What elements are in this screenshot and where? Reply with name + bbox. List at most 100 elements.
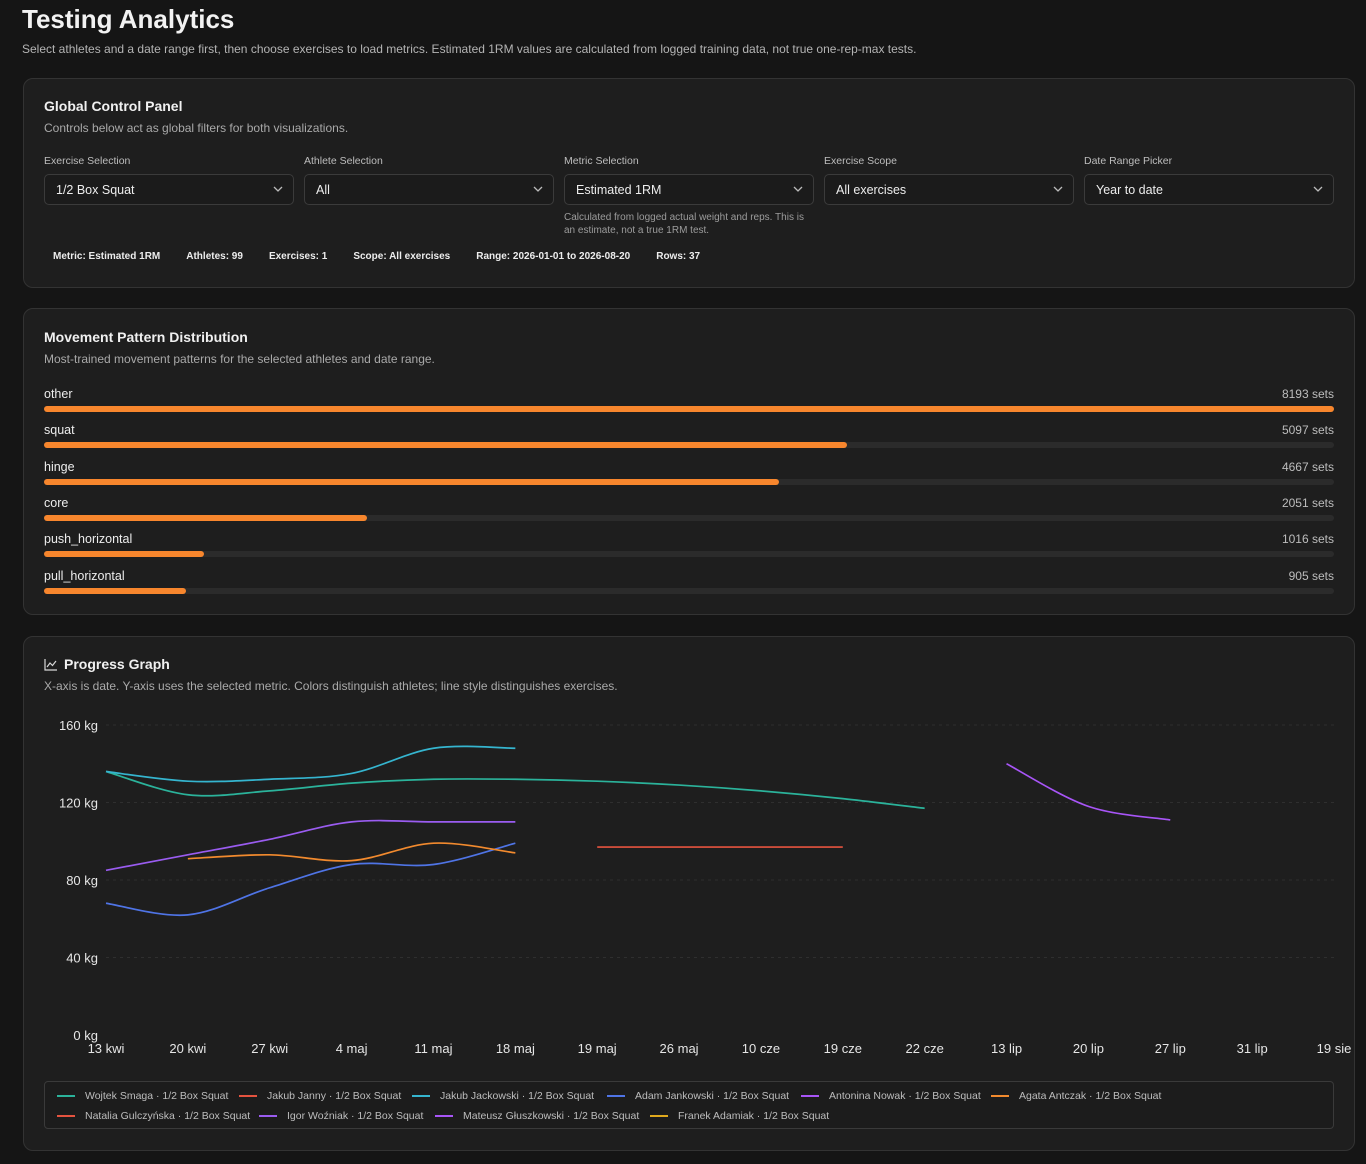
legend-label: Antonina Nowak · 1/2 Box Squat bbox=[829, 1090, 981, 1102]
legend-item[interactable]: Adam Jankowski · 1/2 Box Squat bbox=[607, 1090, 789, 1102]
legend-item[interactable]: Franek Adamiak · 1/2 Box Squat bbox=[650, 1110, 829, 1122]
stat-athletes: Athletes: 99 bbox=[186, 251, 243, 262]
legend-swatch bbox=[801, 1095, 819, 1097]
pattern-count: 4667 sets bbox=[1281, 460, 1334, 474]
metric-note: Calculated from logged actual weight and… bbox=[564, 212, 804, 236]
legend-item[interactable]: Antonina Nowak · 1/2 Box Squat bbox=[801, 1090, 981, 1102]
series-line-3 bbox=[105, 842, 516, 917]
y-tick-label: 120 kg bbox=[59, 796, 98, 811]
exercise-scope-control: Exercise Scope All exercises bbox=[824, 155, 1074, 205]
y-tick-label: 40 kg bbox=[66, 951, 98, 966]
pattern-fill bbox=[44, 479, 779, 485]
chart-legend: Wojtek Smaga · 1/2 Box Squat Jakub Janny … bbox=[44, 1081, 1334, 1129]
stat-exercises: Exercises: 1 bbox=[268, 251, 328, 262]
pattern-track bbox=[44, 515, 1334, 521]
pattern-count: 8193 sets bbox=[1281, 387, 1334, 401]
exercise-scope-label: Exercise Scope bbox=[824, 155, 897, 167]
legend-item[interactable]: Jakub Janny · 1/2 Box Squat bbox=[239, 1090, 401, 1102]
pattern-name: other bbox=[44, 387, 73, 401]
metric-selection-control: Metric Selection Estimated 1RM Calculate… bbox=[564, 155, 814, 237]
stat-rows: Rows: 37 bbox=[656, 251, 701, 262]
progress-description: X-axis is date. Y-axis uses the selected… bbox=[44, 679, 618, 693]
series-line-5 bbox=[187, 842, 516, 862]
legend-label: Adam Jankowski · 1/2 Box Squat bbox=[635, 1090, 790, 1102]
pattern-track bbox=[44, 588, 1334, 594]
pattern-row-core: core 2051 sets bbox=[44, 496, 1334, 526]
legend-swatch bbox=[239, 1095, 257, 1097]
date-range-select[interactable]: Year to date bbox=[1084, 174, 1334, 205]
exercise-select[interactable]: 1/2 Box Squat bbox=[44, 174, 294, 205]
pattern-fill bbox=[44, 406, 1334, 412]
page-subtitle: Select athletes and a date range first, … bbox=[22, 42, 917, 56]
x-tick-label: 11 maj bbox=[414, 1041, 452, 1056]
pattern-fill bbox=[44, 442, 847, 448]
chevron-down-icon bbox=[1313, 186, 1323, 192]
chevron-down-icon bbox=[793, 186, 803, 192]
pattern-fill bbox=[44, 551, 204, 557]
legend-item[interactable]: Mateusz Głuszkowski · 1/2 Box Squat bbox=[435, 1110, 639, 1122]
pattern-count: 905 sets bbox=[1288, 569, 1334, 583]
legend-swatch bbox=[607, 1095, 625, 1097]
pattern-description: Most-trained movement patterns for the s… bbox=[44, 352, 435, 366]
y-tick-label: 0 kg bbox=[73, 1028, 98, 1043]
pattern-row-hinge: hinge 4667 sets bbox=[44, 460, 1334, 490]
exercise-scope-select[interactable]: All exercises bbox=[824, 174, 1074, 205]
pattern-title: Movement Pattern Distribution bbox=[44, 329, 248, 345]
legend-label: Franek Adamiak · 1/2 Box Squat bbox=[678, 1110, 830, 1122]
pattern-track bbox=[44, 551, 1334, 557]
x-tick-label: 31 lip bbox=[1237, 1041, 1268, 1056]
page-title: Testing Analytics bbox=[22, 4, 235, 34]
legend-item[interactable]: Natalia Gulczyńska · 1/2 Box Squat bbox=[57, 1110, 250, 1122]
global-control-panel: Global Control Panel Controls below act … bbox=[23, 78, 1355, 288]
x-tick-label: 26 maj bbox=[660, 1041, 699, 1056]
progress-graph-card: Progress Graph X-axis is date. Y-axis us… bbox=[23, 636, 1355, 1151]
x-tick-label: 18 maj bbox=[496, 1041, 535, 1056]
metric-select[interactable]: Estimated 1RM bbox=[564, 174, 814, 205]
athlete-select[interactable]: All bbox=[304, 174, 554, 205]
x-tick-label: 20 lip bbox=[1073, 1041, 1104, 1056]
legend-swatch bbox=[435, 1115, 453, 1117]
x-tick-label: 10 cze bbox=[742, 1041, 780, 1056]
legend-swatch bbox=[259, 1115, 277, 1117]
legend-swatch bbox=[412, 1095, 430, 1097]
metric-selection-label: Metric Selection bbox=[564, 155, 639, 167]
legend-item[interactable]: Jakub Jackowski · 1/2 Box Squat bbox=[412, 1090, 594, 1102]
legend-item[interactable]: Wojtek Smaga · 1/2 Box Squat bbox=[57, 1090, 228, 1102]
series-line-7 bbox=[105, 819, 516, 872]
legend-swatch bbox=[991, 1095, 1009, 1097]
legend-label: Natalia Gulczyńska · 1/2 Box Squat bbox=[85, 1110, 251, 1122]
metric-select-value: Estimated 1RM bbox=[576, 182, 662, 197]
legend-item[interactable]: Igor Woźniak · 1/2 Box Squat bbox=[259, 1110, 423, 1122]
x-tick-label: 27 lip bbox=[1155, 1041, 1186, 1056]
chevron-down-icon bbox=[1053, 186, 1063, 192]
pattern-row-other: other 8193 sets bbox=[44, 387, 1334, 417]
stat-scope: Scope: All exercises bbox=[353, 251, 451, 262]
athlete-selection-label: Athlete Selection bbox=[304, 155, 383, 167]
pattern-fill bbox=[44, 588, 187, 594]
pattern-fill bbox=[44, 515, 367, 521]
exercise-select-value: 1/2 Box Squat bbox=[56, 182, 135, 197]
legend-label: Igor Woźniak · 1/2 Box Squat bbox=[287, 1110, 424, 1122]
y-tick-label: 80 kg bbox=[66, 873, 98, 888]
movement-pattern-card: Movement Pattern Distribution Most-train… bbox=[23, 308, 1355, 615]
pattern-track bbox=[44, 406, 1334, 412]
pattern-count: 5097 sets bbox=[1281, 423, 1334, 437]
x-tick-label: 19 sie bbox=[1317, 1041, 1352, 1056]
date-range-value: Year to date bbox=[1096, 182, 1163, 197]
x-tick-label: 19 maj bbox=[578, 1041, 617, 1056]
pattern-row-pull-horizontal: pull_horizontal 905 sets bbox=[44, 569, 1334, 599]
pattern-name: hinge bbox=[44, 460, 75, 474]
pattern-count: 2051 sets bbox=[1281, 496, 1334, 510]
line-chart-icon bbox=[44, 659, 57, 671]
x-tick-label: 4 maj bbox=[336, 1041, 368, 1056]
x-tick-label: 19 cze bbox=[824, 1041, 862, 1056]
stat-metric: Metric: Estimated 1RM bbox=[53, 251, 161, 262]
pattern-name: push_horizontal bbox=[44, 532, 133, 546]
control-panel-description: Controls below act as global filters for… bbox=[44, 121, 349, 135]
pattern-track bbox=[44, 442, 1334, 448]
legend-item[interactable]: Agata Antczak · 1/2 Box Squat bbox=[991, 1090, 1161, 1102]
progress-title: Progress Graph bbox=[64, 656, 170, 672]
x-tick-label: 13 kwi bbox=[88, 1041, 125, 1056]
series-line-0 bbox=[105, 770, 925, 810]
series-line-2 bbox=[105, 745, 516, 783]
